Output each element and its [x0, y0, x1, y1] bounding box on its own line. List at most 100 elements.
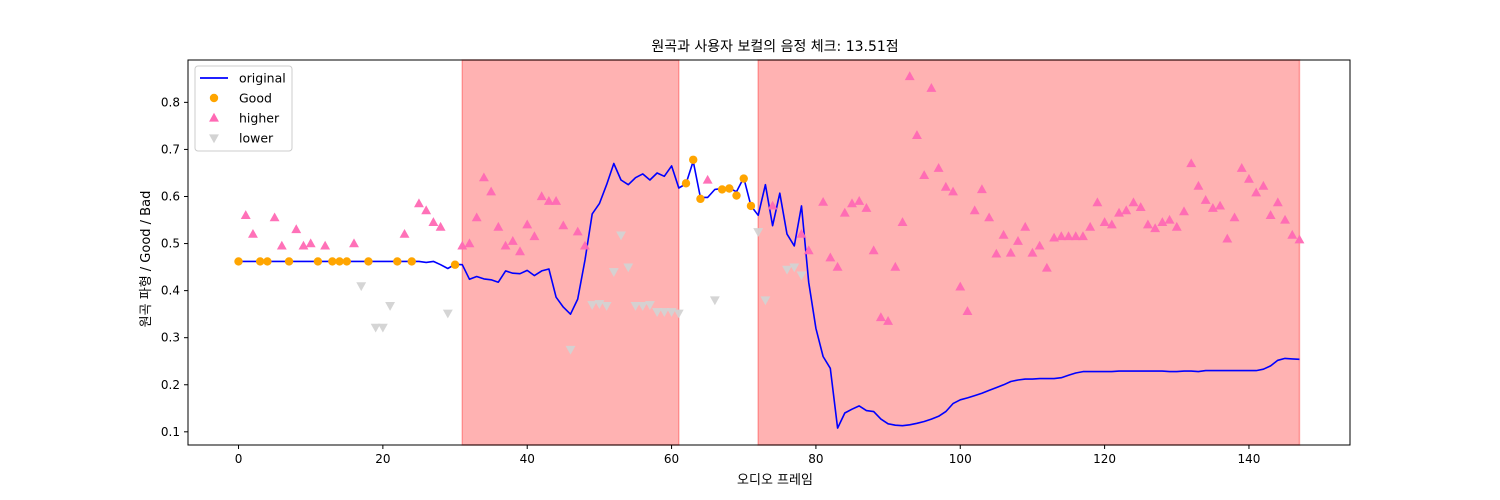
- point-higher: [457, 240, 468, 250]
- point-good: [746, 201, 756, 211]
- point-higher: [1229, 212, 1240, 222]
- legend-label-original: original: [239, 71, 286, 86]
- y-tick-label: 0.4: [161, 284, 180, 298]
- x-axis: 0 20 40 60 80 100 120 140: [235, 445, 1260, 466]
- scatter-points: [234, 71, 1305, 355]
- y-axis-title: 원곡 파형 / Good / Bad: [139, 191, 154, 328]
- point-higher: [1005, 247, 1016, 257]
- legend-label-higher: higher: [239, 111, 280, 126]
- point-lower: [666, 308, 677, 318]
- point-higher: [861, 203, 872, 212]
- point-higher: [1179, 206, 1189, 216]
- legend-swatch-higher: [209, 112, 219, 122]
- point-higher: [933, 163, 944, 172]
- point-good: [313, 257, 323, 266]
- point-higher: [991, 248, 1002, 258]
- point-higher: [464, 238, 475, 248]
- point-higher: [1207, 203, 1218, 212]
- point-higher: [948, 186, 958, 196]
- point-higher: [897, 217, 908, 227]
- point-higher: [1114, 207, 1124, 217]
- point-higher: [471, 212, 482, 222]
- point-higher: [522, 219, 533, 229]
- point-higher: [414, 198, 424, 208]
- point-higher: [904, 71, 915, 81]
- point-higher: [529, 231, 540, 241]
- point-higher: [962, 306, 973, 315]
- point-higher: [536, 191, 547, 201]
- point-higher: [1294, 234, 1305, 244]
- bad-region-0: [461, 59, 680, 446]
- point-lower: [377, 323, 388, 333]
- point-higher: [839, 207, 850, 217]
- legend-box: [194, 65, 293, 152]
- point-higher: [507, 236, 518, 245]
- point-higher: [1056, 231, 1067, 241]
- point-lower: [673, 309, 684, 319]
- point-higher: [1128, 197, 1139, 207]
- point-higher: [269, 212, 280, 222]
- point-higher: [1251, 187, 1262, 197]
- point-lower: [616, 231, 626, 241]
- point-higher: [803, 245, 814, 255]
- x-tick-label: 120: [1093, 452, 1116, 466]
- point-higher: [580, 240, 590, 250]
- point-higher: [1236, 163, 1247, 172]
- point-good: [696, 194, 705, 204]
- point-higher: [478, 172, 489, 182]
- point-higher: [1070, 231, 1081, 241]
- point-lower: [356, 282, 367, 292]
- point-lower: [370, 323, 381, 333]
- point-higher: [291, 224, 302, 234]
- point-higher: [832, 261, 843, 271]
- point-higher: [500, 240, 511, 250]
- point-good: [739, 174, 748, 183]
- point-lower: [637, 302, 648, 311]
- point-higher: [572, 226, 583, 236]
- point-lower: [644, 301, 655, 310]
- x-axis-title: 오디오 프레임: [737, 473, 813, 488]
- point-higher: [912, 130, 922, 139]
- point-higher: [1287, 229, 1298, 239]
- point-lower: [652, 308, 663, 318]
- point-lower: [565, 345, 576, 355]
- point-higher: [1215, 200, 1226, 210]
- point-higher: [1171, 221, 1182, 231]
- point-higher: [818, 196, 829, 206]
- point-higher: [767, 200, 778, 210]
- x-tick-label: 100: [949, 452, 972, 466]
- point-higher: [1092, 197, 1103, 207]
- point-higher: [1193, 180, 1204, 190]
- point-higher: [955, 281, 966, 291]
- point-higher: [551, 195, 562, 205]
- point-higher: [984, 212, 995, 222]
- legend-swatch-good: [209, 93, 219, 103]
- point-lower: [796, 271, 807, 281]
- point-lower: [760, 296, 771, 306]
- legend-label-good: Good: [239, 91, 272, 106]
- point-lower: [630, 302, 641, 311]
- point-higher: [435, 221, 446, 231]
- point-good: [725, 184, 734, 193]
- point-good: [255, 257, 265, 266]
- point-higher: [1106, 219, 1117, 229]
- point-higher: [1265, 210, 1276, 219]
- x-tick-label: 60: [664, 452, 679, 466]
- point-higher: [1085, 221, 1096, 231]
- point-higher: [796, 228, 807, 238]
- point-lower: [659, 308, 670, 318]
- point-higher: [1020, 221, 1031, 231]
- point-higher: [702, 174, 713, 184]
- y-tick-label: 0.7: [161, 142, 180, 156]
- point-higher: [1157, 217, 1168, 227]
- point-good: [364, 257, 373, 266]
- point-higher: [854, 195, 865, 205]
- point-higher: [1142, 219, 1153, 229]
- point-higher: [421, 205, 432, 215]
- point-lower: [782, 265, 792, 275]
- point-good: [335, 257, 344, 266]
- x-tick-label: 80: [808, 452, 823, 466]
- point-higher: [428, 217, 439, 227]
- point-lower: [709, 296, 720, 306]
- legend-label-lower: lower: [239, 131, 274, 146]
